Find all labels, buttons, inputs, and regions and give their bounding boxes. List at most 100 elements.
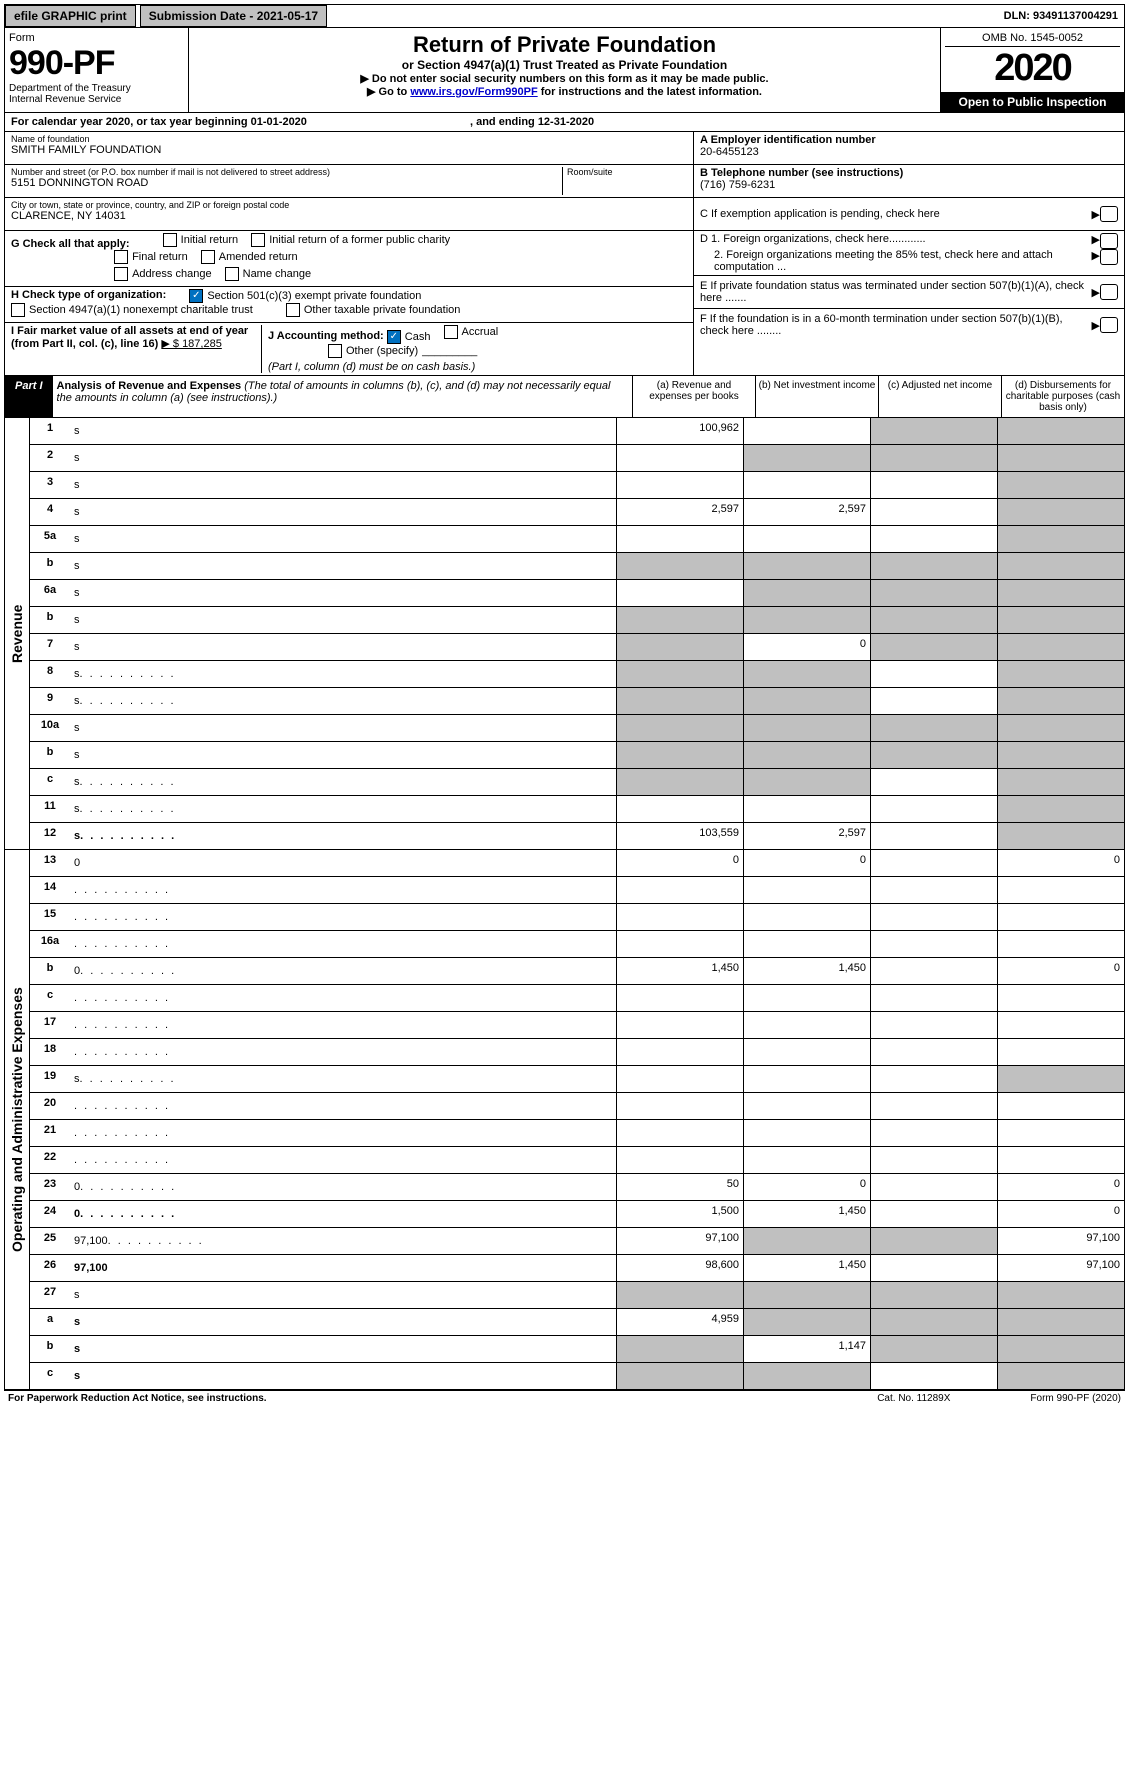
form-number: 990-PF	[9, 44, 184, 83]
cell-2-c	[870, 445, 997, 471]
4947-checkbox[interactable]	[11, 303, 25, 317]
501c3-checkbox[interactable]: ✓	[189, 289, 203, 303]
cell-10a-d	[997, 715, 1124, 741]
cell-9-d	[997, 688, 1124, 714]
cell-b-d	[997, 553, 1124, 579]
department: Department of the Treasury Internal Reve…	[9, 83, 184, 105]
cell-3-b	[743, 472, 870, 498]
amended-return-checkbox[interactable]	[201, 250, 215, 264]
room-label: Room/suite	[567, 167, 687, 177]
col-b-header: (b) Net investment income	[755, 376, 878, 417]
cell-15-c	[870, 904, 997, 930]
cell-15-b	[743, 904, 870, 930]
cell-c-c	[870, 1363, 997, 1389]
line-b: bs	[30, 553, 1124, 580]
cell-b-b	[743, 742, 870, 768]
initial-return-checkbox[interactable]	[163, 233, 177, 247]
cell-2-a	[616, 445, 743, 471]
section-h: H Check type of organization: ✓Section 5…	[5, 287, 693, 323]
cell-7-b: 0	[743, 634, 870, 660]
other-taxable-checkbox[interactable]	[286, 303, 300, 317]
cell-b-d: 0	[997, 958, 1124, 984]
line-5a: 5as	[30, 526, 1124, 553]
cell-a-a: 4,959	[616, 1309, 743, 1335]
line-b: b01,4501,4500	[30, 958, 1124, 985]
cell-26-b: 1,450	[743, 1255, 870, 1281]
open-to-public: Open to Public Inspection	[941, 92, 1124, 112]
cell-6a-a	[616, 580, 743, 606]
submission-date: Submission Date - 2021-05-17	[140, 5, 327, 27]
line-9: 9s	[30, 688, 1124, 715]
line-c: c	[30, 985, 1124, 1012]
cell-14-a	[616, 877, 743, 903]
cell-2-d	[997, 445, 1124, 471]
cell-b-b: 1,147	[743, 1336, 870, 1362]
cell-23-d: 0	[997, 1174, 1124, 1200]
cell-23-c	[870, 1174, 997, 1200]
cell-5a-d	[997, 526, 1124, 552]
cell-7-a	[616, 634, 743, 660]
cash-checkbox[interactable]: ✓	[387, 330, 401, 344]
cell-c-d	[997, 985, 1124, 1011]
name-change-checkbox[interactable]	[225, 267, 239, 281]
line-18: 18	[30, 1039, 1124, 1066]
col-d-header: (d) Disbursements for charitable purpose…	[1001, 376, 1124, 417]
line-6a: 6as	[30, 580, 1124, 607]
line-4: 4s2,5972,597	[30, 499, 1124, 526]
section-i: I Fair market value of all assets at end…	[11, 325, 261, 373]
line-1: 1s100,962	[30, 418, 1124, 445]
cell-13-c	[870, 850, 997, 876]
cell-a-b	[743, 1309, 870, 1335]
foreign-checkbox[interactable]	[1100, 233, 1118, 249]
initial-former-checkbox[interactable]	[251, 233, 265, 247]
cell-c-a	[616, 769, 743, 795]
col-a-header: (a) Revenue and expenses per books	[632, 376, 755, 417]
cell-15-d	[997, 904, 1124, 930]
cell-10a-a	[616, 715, 743, 741]
cell-12-b: 2,597	[743, 823, 870, 849]
cell-20-d	[997, 1093, 1124, 1119]
line-a: as4,959	[30, 1309, 1124, 1336]
cell-b-b	[743, 553, 870, 579]
cell-1-d	[997, 418, 1124, 444]
line-21: 21	[30, 1120, 1124, 1147]
cell-13-b: 0	[743, 850, 870, 876]
accrual-checkbox[interactable]	[444, 325, 458, 339]
top-bar: efile GRAPHIC print Submission Date - 20…	[4, 4, 1125, 28]
cell-22-c	[870, 1147, 997, 1173]
col-c-header: (c) Adjusted net income	[878, 376, 1001, 417]
cell-1-a: 100,962	[616, 418, 743, 444]
terminated-checkbox[interactable]	[1100, 284, 1118, 300]
part-tag: Part I	[5, 376, 53, 417]
cell-22-a	[616, 1147, 743, 1173]
cell-22-d	[997, 1147, 1124, 1173]
line-c: cs	[30, 769, 1124, 796]
60-month-checkbox[interactable]	[1100, 317, 1118, 333]
phone-value: (716) 759-6231	[700, 179, 1118, 191]
cell-1-c	[870, 418, 997, 444]
foreign-85-checkbox[interactable]	[1100, 249, 1118, 265]
final-return-checkbox[interactable]	[114, 250, 128, 264]
line-16a: 16a	[30, 931, 1124, 958]
terminated-label: E If private foundation status was termi…	[700, 280, 1092, 304]
other-method-checkbox[interactable]	[328, 344, 342, 358]
address-change-checkbox[interactable]	[114, 267, 128, 281]
cell-23-b: 0	[743, 1174, 870, 1200]
cell-c-d	[997, 769, 1124, 795]
instructions-link[interactable]: www.irs.gov/Form990PF	[410, 86, 537, 98]
line-c: cs	[30, 1363, 1124, 1389]
cell-c-a	[616, 1363, 743, 1389]
instructions-note: ▶ Go to www.irs.gov/Form990PF for instru…	[193, 85, 936, 98]
cell-3-a	[616, 472, 743, 498]
line-b: bs	[30, 607, 1124, 634]
efile-button[interactable]: efile GRAPHIC print	[5, 5, 136, 27]
cell-b-a	[616, 607, 743, 633]
cell-21-d	[997, 1120, 1124, 1146]
cell-12-d	[997, 823, 1124, 849]
exemption-checkbox[interactable]	[1100, 206, 1118, 222]
line-8: 8s	[30, 661, 1124, 688]
cell-5a-c	[870, 526, 997, 552]
cell-18-b	[743, 1039, 870, 1065]
cell-b-c	[870, 958, 997, 984]
line-19: 19s	[30, 1066, 1124, 1093]
